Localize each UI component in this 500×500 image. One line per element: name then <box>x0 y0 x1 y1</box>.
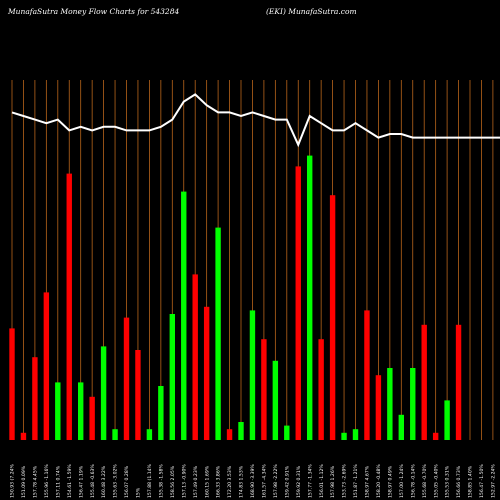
x-tick-label: 166.33 3.86% <box>216 465 222 498</box>
x-tick-label: 157.00 -1.24% <box>399 464 405 498</box>
bar <box>215 227 221 440</box>
bar <box>375 375 382 440</box>
bar <box>261 339 267 440</box>
x-tick-label: 151.09 0.09% <box>21 465 27 498</box>
x-tick-label: 153.73 -2.69% <box>342 464 348 498</box>
bar <box>352 429 359 440</box>
x-tick-label: 156.01 -1.12% <box>319 464 325 498</box>
x-tick-label: 155.38 -1.58% <box>158 464 164 498</box>
price-line <box>11 93 500 148</box>
x-tick-label: 155.63 -3.02% <box>113 464 119 498</box>
x-tick-label: 15% <box>136 487 142 498</box>
x-tick-label: 161.57 -4.34% <box>262 464 268 498</box>
x-tick-label: 156.78 -0.14% <box>410 464 416 498</box>
bars-layer <box>9 155 462 440</box>
bar <box>249 310 256 440</box>
bar <box>55 382 61 440</box>
x-tick-label: 157.88 (1.14% <box>147 463 153 498</box>
x-tick-label: 157.13 -0.90% <box>181 464 187 498</box>
bar <box>398 414 404 440</box>
x-tick-label: 158.97 0.49% <box>387 465 393 498</box>
bar <box>66 173 72 440</box>
x-tick-label: 168.90 -3.39% <box>250 464 256 498</box>
x-tick-label: 155.48 -0.63% <box>90 464 96 498</box>
bar <box>135 350 141 440</box>
x-tick-label: 154.61 -1.59% <box>67 464 73 498</box>
bar <box>78 382 84 440</box>
bar <box>123 317 130 440</box>
x-tick-label: 157.49 0.23% <box>193 465 199 498</box>
chart-title: MunafaSutra Money Flow Charts for 543284 <box>8 7 180 16</box>
bar <box>432 432 439 440</box>
x-tick-label: 157.11 0.74% <box>55 465 61 498</box>
bar <box>226 429 233 440</box>
x-tick-label: 160.15 1.69% <box>204 465 210 498</box>
x-tick-label: 155.05 -0.40% <box>433 464 439 498</box>
bar <box>158 386 164 440</box>
x-tick-label: 156.66 0.73% <box>456 465 462 498</box>
x-tick-label: 152.97 -2.24% <box>491 464 497 498</box>
bar <box>169 314 175 440</box>
bar <box>181 191 187 440</box>
x-tick-label: 150.93 (7.24% <box>10 463 16 498</box>
bar <box>100 346 107 440</box>
x-tick-label: 156.47 -1.50% <box>479 464 485 498</box>
x-tick-label: 156.47 1.19% <box>78 465 84 498</box>
bar <box>307 155 313 440</box>
bar <box>364 310 370 440</box>
x-tick-label: 159.42 0.91% <box>284 465 290 498</box>
x-tick-label: 158.20 -0.48% <box>376 464 382 498</box>
bar <box>43 292 50 440</box>
bar <box>341 432 347 440</box>
x-tick-label: 158.56 2.05% <box>170 465 176 498</box>
bar <box>444 400 450 440</box>
chart-subtitle: (EKI) MunafaSutra.com <box>266 7 357 16</box>
x-tick-label: 157.78 4.45% <box>33 465 39 498</box>
x-tick-label: 151.87 -1.21% <box>353 464 359 498</box>
bar <box>410 368 416 440</box>
bar <box>238 422 244 440</box>
x-tick-label: 155.53 0.31% <box>445 465 451 498</box>
x-tick-label: 157.98 -2.22% <box>273 464 279 498</box>
bar <box>387 368 393 440</box>
x-tick-label: 158.85 1.40% <box>468 465 474 498</box>
bar <box>112 429 118 440</box>
bar <box>329 195 336 440</box>
x-tick-label: 172.20 3.53% <box>227 465 233 498</box>
x-tick-label: 155.68 -0.70% <box>422 464 428 498</box>
bar <box>284 425 290 440</box>
x-tick-label: 159.92 0.31% <box>296 465 302 498</box>
bar <box>272 360 279 440</box>
bar <box>421 324 427 440</box>
bar <box>32 357 38 440</box>
bar <box>89 396 95 440</box>
bar <box>455 324 462 440</box>
x-tick-label: 174.83 1.53% <box>239 465 245 498</box>
x-tick-labels: 150.93 (7.24% 151.09 0.09% 157.78 4.45% 155… <box>10 463 497 498</box>
x-tick-label: 157.77 -1.34% <box>307 464 313 498</box>
bar <box>192 274 198 440</box>
bar <box>146 429 153 440</box>
x-tick-label: 158.97 4.67% <box>365 465 371 498</box>
x-tick-label: 155.96 -1.16% <box>44 464 50 498</box>
bar <box>295 166 301 440</box>
bar <box>318 339 324 440</box>
bar <box>20 432 27 440</box>
bar <box>203 306 210 440</box>
x-tick-label: 156.07 0.28% <box>124 465 130 498</box>
x-tick-label: 160.48 3.22% <box>101 465 107 498</box>
price-line-layer <box>11 93 500 148</box>
bar <box>9 328 15 440</box>
x-tick-label: 157.98 1.26% <box>330 465 336 498</box>
